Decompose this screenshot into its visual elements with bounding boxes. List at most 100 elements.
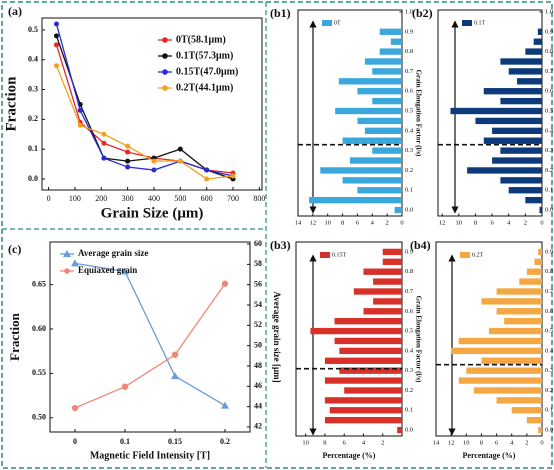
y-tick-label: 0.0 [405,207,413,214]
series-line [55,65,234,180]
bar [324,357,402,364]
x-tick-label: 8 [323,439,326,446]
x-tick-label: 2 [524,219,527,226]
y-tick-label: 0.2 [405,387,413,394]
y-tick-label: 0.9 [405,248,413,255]
x-tick-label: 8 [474,219,477,226]
y-tick-label: 0.5 [545,328,553,335]
bar [373,278,402,285]
bar [538,248,542,256]
y-tick-label: 0.7 [545,68,554,75]
y-tick-label: 0.4 [405,347,414,354]
point [125,158,131,164]
bar [324,397,402,404]
point [101,131,107,137]
series-line [55,35,234,180]
x-tick-label: 10 [463,439,470,446]
y-tick-label: 0.8 [545,268,553,275]
legend-label: Equiaxed grain [78,265,137,275]
bar [533,38,542,45]
y-tick-label: 0.0 [28,174,38,183]
y-tick-label: 0.0 [545,427,553,434]
y-tick-label: 0.2 [28,114,38,123]
x-tick-label: 4 [507,219,511,226]
y-tick-label: 0.8 [405,268,413,275]
bar [467,167,542,174]
bar [372,97,402,105]
series-line [55,23,234,177]
x-tick-label: 6 [343,439,347,446]
bar [350,157,402,164]
y-tick-label: 0.5 [545,108,553,115]
point [151,167,157,173]
y-tick-label: 0.6 [545,88,554,95]
bar [344,387,402,394]
x-tick-label: 6 [495,439,499,446]
y-tick-label: 0.2 [545,167,553,174]
legend-label: 0.2T(44.1μm) [176,82,233,93]
point [71,404,79,412]
bar [342,177,402,184]
bar [363,308,402,315]
legend-marker [64,268,70,274]
panel-label: (b4) [410,238,431,252]
y-tick-label: 0.0 [405,427,413,434]
x-tick-label: 0 [73,437,77,446]
bar [364,127,402,134]
x-tick-label: 0 [400,219,403,226]
bar [511,407,542,414]
y-tick-label: 0.0 [545,207,553,214]
bar [353,288,402,295]
point [177,146,183,152]
bar [357,187,402,194]
bar [508,187,542,194]
bar [500,177,542,184]
x-tick-label: 2 [525,439,528,446]
y2-tick-label: 52 [254,320,262,329]
bar [508,68,542,75]
point [53,63,59,69]
y-tick-label: 0.55 [32,368,46,377]
y-tick-label: 0.4 [545,127,554,134]
x-axis-label: Grain Size (μm) [101,205,204,221]
bar [334,318,402,325]
bar [334,337,402,345]
series-line [55,44,234,174]
bar [483,88,542,95]
y-axis-label: Fraction [7,312,22,360]
bar [534,258,542,265]
y-tick-label: 0.7 [545,288,554,295]
bar [390,38,402,45]
y2-tick-label: 48 [254,361,262,370]
y-tick-label: 0.1 [405,187,413,194]
y-tick-label: 0.1 [28,144,38,153]
legend-marker [162,37,168,43]
x-tick-label: 4 [371,219,375,226]
bar [329,407,402,414]
bar [500,97,542,105]
bar [492,157,542,164]
y-tick-label: 0.60 [32,324,46,333]
point [77,122,83,128]
bar [519,278,542,285]
x-tick-label: 800 [253,194,265,203]
point [53,33,59,39]
bar [537,28,542,35]
panel-label: (b2) [412,6,433,20]
bar [538,426,542,434]
series-line [74,262,226,407]
bar [481,298,542,305]
bar [363,268,402,275]
bar [496,397,542,404]
bar [492,127,542,134]
bar [382,258,402,265]
point [121,267,129,275]
x-tick-label: 0 [540,439,543,446]
bar [339,347,402,355]
y2-tick-label: 60 [254,239,262,248]
point [101,140,107,146]
x-tick-label: 0.2 [220,437,230,446]
x-tick-label: 500 [174,194,186,203]
bar [382,248,402,256]
y-tick-label: 0.4 [405,127,414,134]
